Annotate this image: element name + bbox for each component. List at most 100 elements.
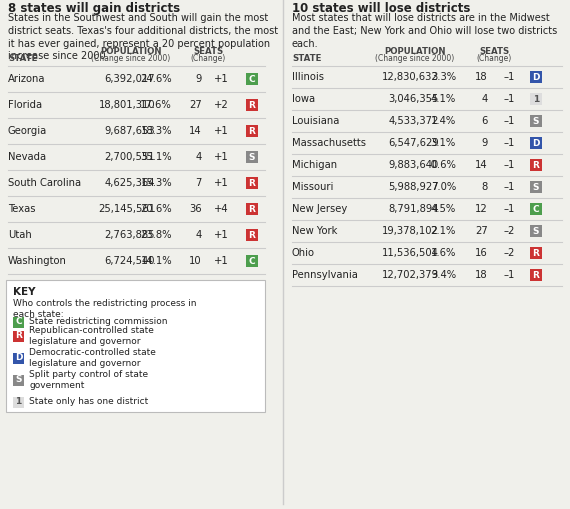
- Text: –1: –1: [504, 270, 515, 280]
- Text: 3.1%: 3.1%: [431, 138, 456, 148]
- Text: 12,830,632: 12,830,632: [382, 72, 439, 82]
- Text: –1: –1: [504, 138, 515, 148]
- Text: 8,791,894: 8,791,894: [389, 204, 439, 214]
- Text: 16: 16: [475, 248, 488, 258]
- Text: C: C: [249, 74, 255, 83]
- Text: Michigan: Michigan: [292, 160, 337, 170]
- Text: R: R: [249, 100, 255, 109]
- FancyBboxPatch shape: [530, 71, 542, 83]
- Text: Split party control of state
government: Split party control of state government: [29, 370, 148, 390]
- Text: 27: 27: [189, 100, 202, 110]
- Text: Florida: Florida: [8, 100, 42, 110]
- Text: 1: 1: [15, 398, 22, 407]
- Text: S: S: [533, 117, 539, 126]
- Text: 9,687,653: 9,687,653: [104, 126, 155, 136]
- Text: R: R: [532, 248, 539, 258]
- Text: R: R: [15, 331, 22, 341]
- Text: S: S: [249, 153, 255, 161]
- Text: +1: +1: [214, 230, 229, 240]
- Text: 4: 4: [196, 230, 202, 240]
- Text: +1: +1: [214, 126, 229, 136]
- Text: Pennsylvania: Pennsylvania: [292, 270, 358, 280]
- Text: Arizona: Arizona: [8, 74, 46, 84]
- Text: D: D: [15, 353, 22, 362]
- Text: Utah: Utah: [8, 230, 32, 240]
- FancyBboxPatch shape: [246, 177, 258, 189]
- Text: KEY: KEY: [13, 287, 35, 297]
- Text: Republican-controlled state
legislature and governor: Republican-controlled state legislature …: [29, 326, 154, 346]
- Text: 18.3%: 18.3%: [140, 126, 172, 136]
- Text: Washington: Washington: [8, 256, 67, 266]
- Text: 11,536,504: 11,536,504: [382, 248, 439, 258]
- Text: (Change): (Change): [477, 54, 512, 63]
- Text: 6,724,540: 6,724,540: [104, 256, 155, 266]
- Text: 35.1%: 35.1%: [140, 152, 172, 162]
- Text: +4: +4: [214, 204, 229, 214]
- Text: 19,378,102: 19,378,102: [382, 226, 439, 236]
- Text: S: S: [533, 227, 539, 236]
- Text: 4: 4: [482, 94, 488, 104]
- Text: (Change since 2000): (Change since 2000): [91, 54, 170, 63]
- FancyBboxPatch shape: [246, 151, 258, 163]
- Text: S: S: [15, 376, 22, 384]
- FancyBboxPatch shape: [246, 99, 258, 111]
- FancyBboxPatch shape: [530, 225, 542, 237]
- FancyBboxPatch shape: [530, 93, 542, 105]
- FancyBboxPatch shape: [13, 353, 24, 363]
- Text: 14.1%: 14.1%: [140, 256, 172, 266]
- Text: D: D: [532, 72, 540, 81]
- Text: 1.6%: 1.6%: [430, 248, 456, 258]
- Text: 4: 4: [196, 152, 202, 162]
- Text: +1: +1: [214, 74, 229, 84]
- Text: D: D: [532, 138, 540, 148]
- Text: +2: +2: [214, 100, 229, 110]
- Text: –1: –1: [504, 116, 515, 126]
- Text: 1.4%: 1.4%: [431, 116, 456, 126]
- FancyBboxPatch shape: [530, 181, 542, 193]
- Text: –1: –1: [504, 160, 515, 170]
- FancyBboxPatch shape: [530, 203, 542, 215]
- Text: C: C: [533, 205, 539, 213]
- FancyBboxPatch shape: [530, 137, 542, 149]
- Text: –2: –2: [504, 248, 515, 258]
- Text: 7.0%: 7.0%: [431, 182, 456, 192]
- Text: 3.4%: 3.4%: [431, 270, 456, 280]
- Text: (Change since 2000): (Change since 2000): [376, 54, 455, 63]
- Text: +1: +1: [214, 152, 229, 162]
- Text: 4.1%: 4.1%: [431, 94, 456, 104]
- Text: POPULATION: POPULATION: [384, 47, 446, 56]
- Text: Nevada: Nevada: [8, 152, 46, 162]
- Text: Georgia: Georgia: [8, 126, 47, 136]
- Text: +1: +1: [214, 256, 229, 266]
- Text: C: C: [15, 318, 22, 326]
- Text: R: R: [249, 127, 255, 135]
- Text: 6,392,017: 6,392,017: [104, 74, 155, 84]
- Text: +1: +1: [214, 178, 229, 188]
- Text: –1: –1: [504, 204, 515, 214]
- FancyBboxPatch shape: [13, 375, 24, 385]
- Text: 4,533,372: 4,533,372: [389, 116, 439, 126]
- Text: SEATS: SEATS: [193, 47, 223, 56]
- FancyBboxPatch shape: [13, 317, 24, 327]
- Text: States in the Southwest and South will gain the most
district seats. Texas's fou: States in the Southwest and South will g…: [8, 13, 278, 62]
- Text: 6,547,629: 6,547,629: [388, 138, 439, 148]
- Text: R: R: [532, 160, 539, 169]
- Text: New York: New York: [292, 226, 337, 236]
- Text: 3,046,355: 3,046,355: [389, 94, 439, 104]
- Text: –1: –1: [504, 72, 515, 82]
- FancyBboxPatch shape: [13, 397, 24, 408]
- FancyBboxPatch shape: [13, 330, 24, 342]
- Text: 18: 18: [475, 72, 488, 82]
- Text: C: C: [249, 257, 255, 266]
- Text: 25,145,561: 25,145,561: [98, 204, 155, 214]
- Text: R: R: [249, 231, 255, 240]
- Text: 10 states will lose districts: 10 states will lose districts: [292, 2, 470, 15]
- Text: 10: 10: [189, 256, 202, 266]
- Text: SEATS: SEATS: [479, 47, 509, 56]
- Text: 27: 27: [475, 226, 488, 236]
- Text: Texas: Texas: [8, 204, 35, 214]
- Text: Iowa: Iowa: [292, 94, 315, 104]
- Text: 18,801,310: 18,801,310: [99, 100, 155, 110]
- Text: -0.6%: -0.6%: [427, 160, 456, 170]
- Text: Illinois: Illinois: [292, 72, 324, 82]
